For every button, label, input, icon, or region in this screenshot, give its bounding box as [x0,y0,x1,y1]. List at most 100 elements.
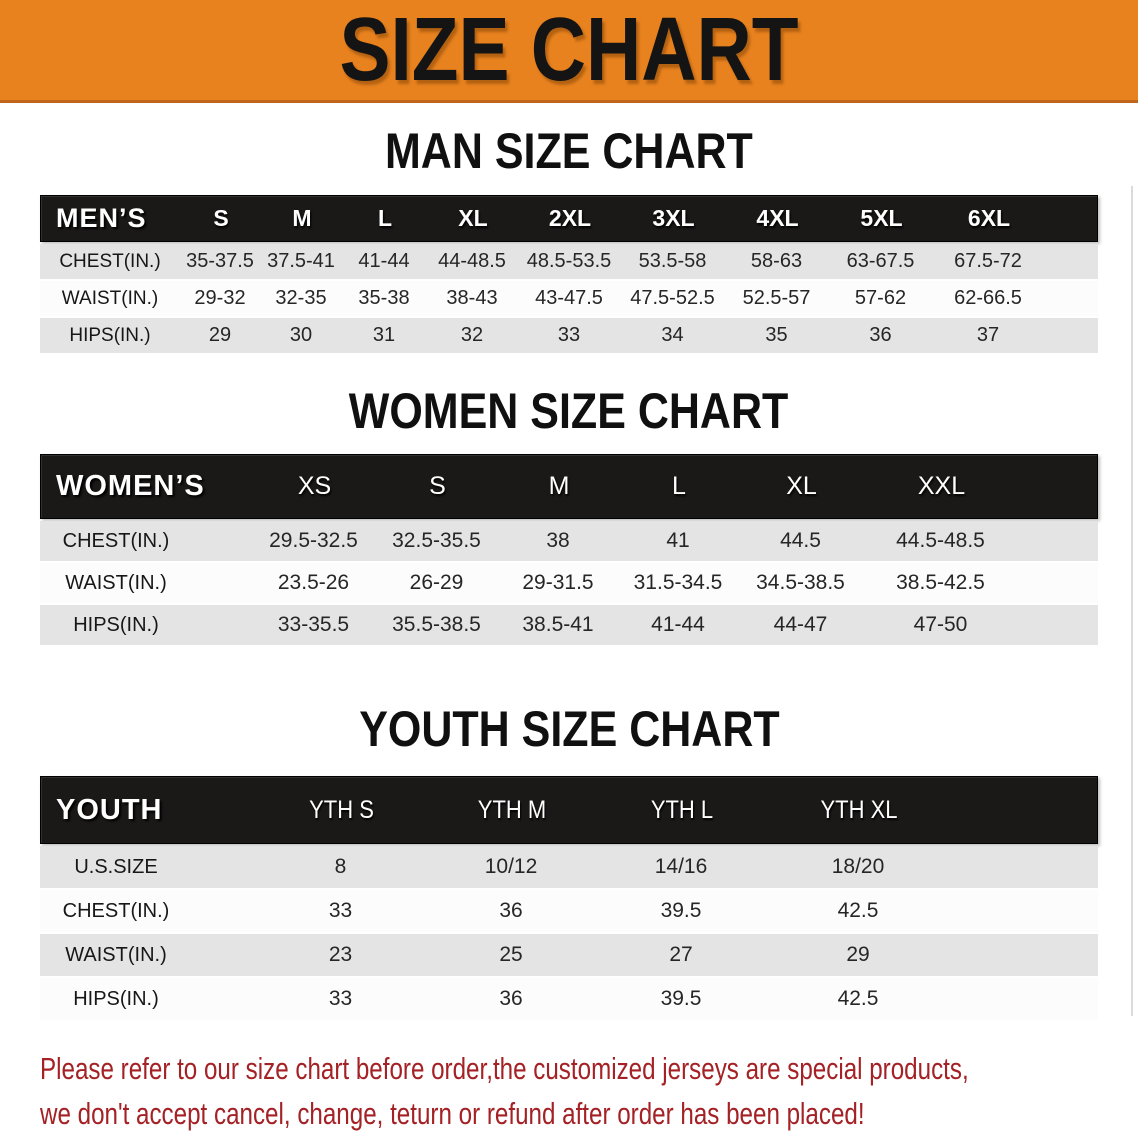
youth-section-title: YOUTH SIZE CHART [358,701,780,757]
table-cell: 62-66.5 [954,287,1022,309]
table-cell: 10/12 [484,855,538,878]
table-row-hips: HIPS(IN.) 33-35.5 35.5-38.5 38.5-41 41-4… [40,605,1098,645]
table-cell: 44-47 [773,613,828,636]
table-cell: 29.5-32.5 [269,529,358,552]
men-section-title: MAN SIZE CHART [385,123,753,179]
men-table-header-row: MEN’S S M L XL 2XL 3XL 4XL 5XL 6XL [40,195,1098,242]
table-cell: 33 [557,324,581,346]
column-header: 6XL [967,205,1011,231]
men-section-title-wrap: MAN SIZE CHART [0,125,1138,177]
table-cell: 18/20 [831,855,885,878]
column-header: L [377,205,393,231]
table-cell: 38.5-41 [522,613,594,636]
column-header: YTH XL [820,795,898,824]
table-cell: 39.5 [660,987,702,1010]
table-cell: 43-47.5 [535,287,603,309]
column-header: XL [458,205,488,231]
table-cell: 41 [666,529,690,552]
table-cell: 44.5-48.5 [896,529,985,552]
table-row-waist: WAIST(IN.) 23 25 27 29 [40,934,1098,976]
size-chart-banner: SIZE CHART [0,0,1138,103]
table-cell: 32.5-35.5 [392,529,481,552]
table-row-hips: HIPS(IN.) 33 36 39.5 42.5 [40,978,1098,1020]
table-cell: 34 [661,324,684,346]
table-cell: 27 [669,943,693,966]
table-cell: 36 [499,899,523,922]
table-row-waist: WAIST(IN.) 23.5-26 26-29 29-31.5 31.5-34… [40,563,1098,603]
column-header: XL [786,472,817,500]
table-cell: 35-37.5 [186,250,254,272]
women-section-title: WOMEN SIZE CHART [349,383,789,439]
women-size-table: WOMEN’S XS S M L XL XXL CHEST(IN.) 29.5-… [40,454,1098,645]
row-label: U.S.SIZE [74,855,158,878]
disclaimer-line-1: Please refer to our size chart before or… [40,1051,969,1086]
table-cell: 41-44 [358,250,410,272]
row-label: WAIST(IN.) [65,571,167,594]
column-header: XXL [917,472,966,500]
table-cell: 30 [289,324,313,346]
table-cell: 33-35.5 [277,613,350,636]
table-row-chest: CHEST(IN.) 33 36 39.5 42.5 [40,890,1098,932]
table-cell: 37 [976,324,1000,346]
women-table-label: WOMEN’S [56,470,205,502]
table-cell: 44-48.5 [438,250,506,272]
column-header: S [429,472,446,500]
table-cell: 57-62 [854,287,907,309]
table-cell: 47-50 [913,613,968,636]
column-header: YTH M [477,795,547,824]
table-cell: 29 [208,324,232,346]
row-label: HIPS(IN.) [73,613,159,636]
table-row-chest: CHEST(IN.) 35-37.5 37.5-41 41-44 44-48.5… [40,244,1098,279]
table-row-us-size: U.S.SIZE 8 10/12 14/16 18/20 [40,846,1098,888]
disclaimer: Please refer to our size chart before or… [40,1046,1138,1136]
row-label: CHEST(IN.) [59,250,161,272]
table-cell: 38-43 [446,287,498,309]
column-header: YTH S [309,795,374,824]
table-cell: 47.5-52.5 [630,287,715,309]
column-header: 3XL [652,205,695,231]
table-cell: 39.5 [660,899,702,922]
table-cell: 37.5-41 [267,250,335,272]
row-label: HIPS(IN.) [73,987,159,1010]
table-cell: 36 [499,987,523,1010]
table-cell: 34.5-38.5 [756,571,845,594]
table-cell: 35.5-38.5 [392,613,481,636]
row-label: CHEST(IN.) [62,899,170,922]
men-size-table: MEN’S S M L XL 2XL 3XL 4XL 5XL 6XL CHEST… [40,195,1098,353]
table-row-hips: HIPS(IN.) 29 30 31 32 33 34 35 36 37 [40,318,1098,353]
table-cell: 26-29 [409,571,464,594]
table-cell: 14/16 [654,855,708,878]
men-table-label: MEN’S [56,203,147,233]
column-header: 4XL [756,205,799,231]
row-label: HIPS(IN.) [69,324,151,346]
table-cell: 31.5-34.5 [633,571,723,594]
table-cell: 67.5-72 [954,250,1022,272]
table-cell: 33 [328,987,353,1010]
disclaimer-line-1-wrap: Please refer to our size chart before or… [40,1046,1138,1091]
row-label: WAIST(IN.) [65,943,167,966]
column-header: XS [297,472,332,500]
table-cell: 23.5-26 [277,571,350,594]
table-cell: 36 [869,324,892,346]
youth-table-header-row: YOUTH YTH S YTH M YTH L YTH XL [40,776,1098,844]
women-section-title-wrap: WOMEN SIZE CHART [0,385,1138,437]
table-cell: 53.5-58 [638,250,707,272]
table-cell: 33 [328,899,353,922]
scan-edge-artifact [1131,186,1133,1016]
table-cell: 48.5-53.5 [526,250,612,272]
table-cell: 25 [499,943,523,966]
table-cell: 38.5-42.5 [896,571,985,594]
table-cell: 42.5 [837,987,879,1010]
disclaimer-line-2-wrap: we don't accept cancel, change, teturn o… [40,1091,1138,1136]
youth-size-table: YOUTH YTH S YTH M YTH L YTH XL U.S.SIZE … [40,776,1098,1020]
women-table-header-row: WOMEN’S XS S M L XL XXL [40,454,1098,519]
table-cell: 32-35 [275,287,327,309]
column-header: 2XL [548,205,592,231]
table-cell: 35-38 [358,287,410,309]
table-cell: 8 [334,855,347,878]
table-cell: 29 [846,943,870,966]
column-header: S [213,205,229,231]
column-header: M [292,205,312,231]
column-header: 5XL [860,205,903,231]
table-cell: 29-31.5 [522,571,594,594]
